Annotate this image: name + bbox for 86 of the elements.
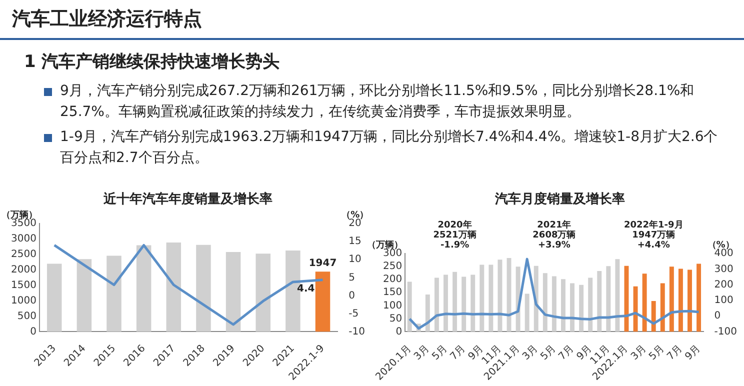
- text: 9月，汽车产销分别完成267.2万辆和261万辆，环比分别增长11.5%和9.5%，同比分别增长28.1%和25.7%。车辆购置税减征政策的持续发力，在传统黄金消费季，车市提振效果明显。: [60, 82, 696, 122]
- text: 2022年1-9月 1947万辆 +4.4%: [624, 219, 684, 250]
- bar: [407, 282, 412, 332]
- y2-tick-label: -10: [348, 326, 366, 338]
- bar: [256, 254, 270, 332]
- bar: [444, 274, 448, 332]
- text: 1 汽车产销继续保持快速增长势头: [23, 51, 281, 74]
- y-tick-label: 3000: [10, 234, 36, 245]
- y2-tick-label: -5: [348, 308, 359, 320]
- x-tick-label: 7月: [556, 343, 576, 362]
- y-tick-label: 300: [382, 248, 402, 260]
- y-tick-label: 1000: [10, 295, 36, 306]
- bar: [425, 294, 430, 332]
- bar: [570, 283, 575, 332]
- bar: [642, 274, 647, 332]
- y-tick-label: 500: [17, 310, 36, 322]
- bar: [106, 256, 122, 332]
- bar: [651, 300, 656, 332]
- bar: [136, 245, 152, 332]
- y-tick-label: 150: [382, 287, 402, 298]
- bar: [669, 266, 674, 332]
- y2-tick-label: 20: [348, 218, 362, 230]
- bar: [470, 274, 476, 332]
- bar: [462, 276, 466, 332]
- y-tick-label: 0: [30, 326, 36, 338]
- y-tick-label: 2500: [10, 249, 36, 260]
- y2-tick-label: 10: [348, 254, 362, 266]
- x-tick-label: 5月: [430, 343, 450, 362]
- bar: [688, 270, 692, 332]
- y2-tick-label: 0: [348, 290, 356, 302]
- bar: [226, 252, 241, 332]
- bar: [579, 284, 584, 332]
- x-tick-label: 7月: [665, 343, 685, 362]
- y-tick-label: 250: [382, 261, 402, 272]
- bar: [696, 264, 702, 332]
- chart-title: 汽车月度销量及增长率: [494, 191, 625, 208]
- y-tick-label: 0: [396, 326, 402, 338]
- data-label: 1947: [308, 258, 337, 270]
- text: 2021年 2608万辆 +3.9%: [532, 219, 576, 250]
- data-label: 4.4: [297, 283, 315, 294]
- x-tick-label: 5月: [538, 343, 558, 362]
- x-tick-label: 9月: [683, 343, 703, 362]
- y-tick-label: 200: [382, 274, 402, 286]
- y2-tick-label: -100: [714, 326, 738, 338]
- bar: [678, 268, 683, 332]
- y2-tick-label: 15: [348, 236, 362, 248]
- bar: [452, 272, 458, 332]
- bar: [552, 276, 556, 332]
- bar: [46, 264, 62, 332]
- bar: [606, 266, 611, 332]
- y-tick-label: 100: [382, 300, 402, 312]
- y-tick-label: 1500: [10, 280, 36, 291]
- y2-tick-label: 100: [714, 295, 734, 306]
- bar: [524, 294, 530, 332]
- bar: [660, 283, 665, 332]
- y-tick-label: 2000: [10, 264, 36, 276]
- bar: [588, 278, 593, 332]
- bar: [166, 242, 182, 332]
- x-tick-label: 5月: [647, 343, 667, 362]
- bar: [597, 271, 602, 332]
- y-tick-label: 3500: [10, 218, 36, 230]
- bar: [633, 286, 638, 332]
- bar: [488, 264, 494, 332]
- x-tick-label: 3月: [412, 343, 432, 362]
- chart-title: 近十年汽车年度销量及增长率: [102, 191, 272, 208]
- text: 汽车工业经济运行特点: [0, 0, 744, 40]
- y2-tick-label: 300: [714, 264, 734, 275]
- bar: [498, 260, 502, 332]
- y-tick-label: 50: [389, 313, 402, 324]
- bar: [196, 244, 211, 332]
- bar: [434, 278, 439, 332]
- bar: [480, 264, 484, 332]
- y2-tick-label: 5: [348, 272, 356, 284]
- bar: [560, 279, 566, 332]
- bar: [542, 273, 548, 332]
- bar: [315, 272, 330, 332]
- bar: [615, 259, 620, 332]
- x-tick-label: 3月: [629, 343, 649, 362]
- y2-tick-label: 200: [714, 279, 734, 290]
- bar: [76, 259, 92, 332]
- text: 1-9月，汽车产销分别完成1963.2万辆和1947万辆，同比分别增长7.4%和4.4%。增速较1-8月扩大2.6个百分点和2.7个百分点。: [60, 128, 719, 168]
- y2-tick-label: 0: [714, 310, 721, 322]
- x-tick-label: 7月: [448, 343, 468, 362]
- y2-tick-label: 400: [714, 248, 734, 260]
- text: 2020年 2521万辆 -1.9%: [433, 219, 476, 250]
- x-tick-label: 3月: [520, 343, 540, 362]
